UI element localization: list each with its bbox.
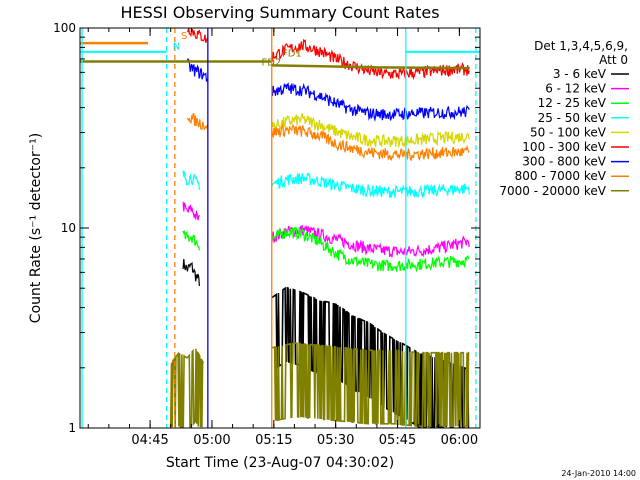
legend-label: 25 - 50 keV: [538, 111, 607, 125]
legend-label: 50 - 100 keV: [530, 125, 607, 139]
series-line: [271, 122, 470, 162]
legend-label: 800 - 7000 keV: [515, 169, 607, 183]
legend-label: 12 - 25 keV: [538, 96, 607, 110]
x-tick-label: 05:15: [255, 433, 292, 448]
series-line: [271, 64, 470, 70]
x-axis-label: Start Time (23-Aug-07 04:30:02): [166, 455, 394, 471]
axis-layer: 04:45 05:00 05:15 05:30 05:45 06:00 1 10 100: [53, 21, 481, 448]
series-5: [186, 28, 470, 81]
series-1: [182, 201, 470, 258]
series-line: [186, 28, 208, 44]
y-tick-label: 100: [53, 21, 76, 35]
series-line: [182, 201, 200, 221]
series-6: [186, 58, 470, 122]
legend-header-detectors: Det 1,3,4,5,6,9,: [534, 39, 628, 53]
series-line: [182, 258, 200, 287]
series-8: [80, 60, 470, 428]
x-tick-label: 06:00: [441, 433, 478, 448]
series-line: [271, 172, 470, 199]
x-tick-label: 04:45: [131, 433, 168, 448]
series-4: [271, 113, 470, 148]
series-line: [271, 38, 470, 81]
series-line: [182, 170, 200, 190]
chart-title: HESSI Observing Summary Count Rates: [120, 3, 439, 22]
legend-label: 7000 - 20000 keV: [499, 184, 606, 198]
x-tick-label: 05:00: [193, 433, 230, 448]
y-tick-label: 1: [68, 421, 76, 435]
series-line: [186, 113, 208, 131]
annotation-label: S: [181, 31, 187, 42]
render-timestamp: 24-Jan-2010 14:00: [561, 469, 636, 478]
series-3: [182, 170, 470, 199]
legend-label: 100 - 300 keV: [522, 140, 606, 154]
series-7: [80, 41, 470, 162]
annotation-label: FD2: [261, 57, 281, 68]
legend-header-attenuator: Att 0: [599, 53, 628, 67]
y-axis-label: Count Rate (s⁻¹ detector⁻¹): [28, 133, 44, 323]
series-line: [271, 82, 470, 122]
series-line: [169, 348, 205, 428]
series-line: [271, 226, 470, 273]
series-line: [182, 230, 200, 251]
series-line: [186, 58, 208, 82]
series-line: [271, 113, 470, 148]
legend-label: 6 - 12 keV: [545, 82, 607, 96]
annotation-label: N: [173, 42, 180, 53]
legend-label: 3 - 6 keV: [553, 67, 607, 81]
legend-label: 300 - 800 keV: [522, 155, 606, 169]
x-tick-label: 05:30: [317, 433, 354, 448]
series-2: [182, 226, 470, 273]
series-line: [271, 224, 470, 258]
series-line: [271, 342, 470, 428]
y-tick-label: 10: [61, 221, 76, 235]
x-tick-label: 05:45: [379, 433, 416, 448]
annotation-label: FD1: [282, 49, 302, 60]
